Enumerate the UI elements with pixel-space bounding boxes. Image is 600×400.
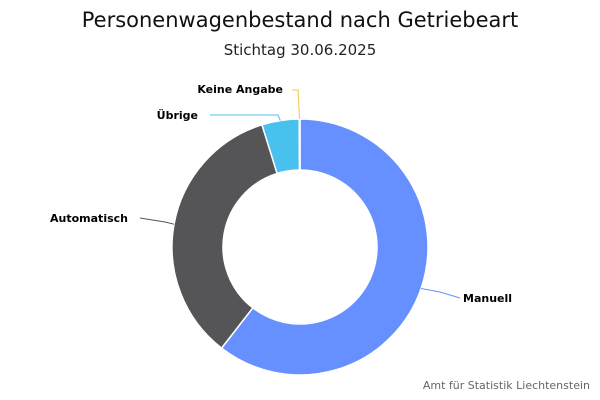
slice-manuell[interactable] bbox=[220, 118, 429, 376]
connector-line bbox=[292, 89, 301, 120]
data-label: Übrige bbox=[157, 108, 198, 122]
connector-line bbox=[210, 114, 281, 121]
data-label: Manuell bbox=[463, 292, 512, 305]
slice-keine-angabe[interactable] bbox=[298, 118, 301, 171]
connector-line bbox=[421, 287, 461, 299]
data-label: Automatisch bbox=[50, 212, 128, 225]
chart-subtitle: Stichtag 30.06.2025 bbox=[223, 41, 377, 59]
slice-automatisch[interactable] bbox=[171, 123, 279, 350]
credits-link[interactable]: Amt für Statistik Liechtenstein bbox=[422, 379, 590, 392]
connector-line bbox=[139, 217, 175, 225]
chart-title: Personenwagenbestand nach Getriebeart bbox=[81, 8, 519, 32]
data-label: Keine Angabe bbox=[197, 83, 283, 96]
